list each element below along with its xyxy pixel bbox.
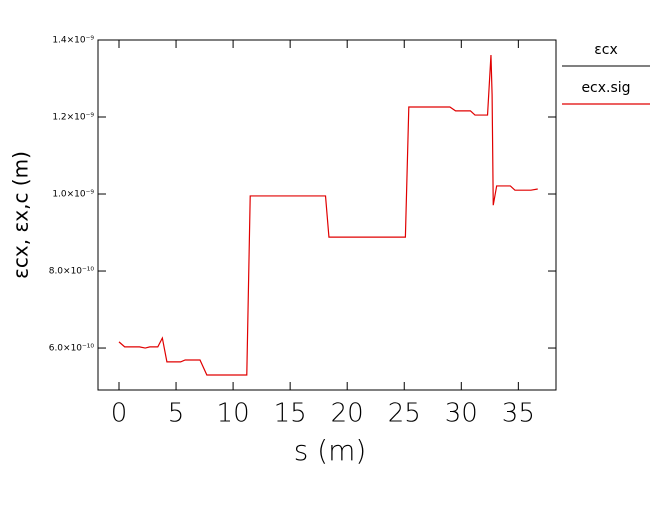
y-tick-label: 1.0×10⁻⁹ — [52, 190, 94, 200]
x-tick-label: 10 — [217, 399, 250, 429]
data-line — [118, 54, 538, 376]
plot-frame — [97, 39, 557, 391]
x-tick-label: 0 — [111, 399, 128, 429]
x-tick-label: 5 — [168, 399, 185, 429]
y-axis-label: εcx, εx,c (m) — [9, 151, 33, 279]
y-tick-label: 8.0×10⁻¹⁰ — [49, 267, 95, 277]
x-tick-label: 35 — [502, 399, 535, 429]
x-tick-label: 30 — [445, 399, 478, 429]
x-tick-label: 20 — [331, 399, 364, 429]
x-axis-label: s (m) — [294, 434, 367, 467]
y-tick-label: 1.2×10⁻⁹ — [52, 113, 94, 123]
x-tick-label: 25 — [388, 399, 421, 429]
y-tick-label: 1.4×10⁻⁹ — [52, 36, 94, 46]
x-tick-label: 15 — [274, 399, 307, 429]
y-tick-label: 6.0×10⁻¹⁰ — [49, 344, 95, 354]
legend-label: ecx.sig — [581, 80, 630, 96]
legend-title: εcx — [594, 42, 618, 58]
